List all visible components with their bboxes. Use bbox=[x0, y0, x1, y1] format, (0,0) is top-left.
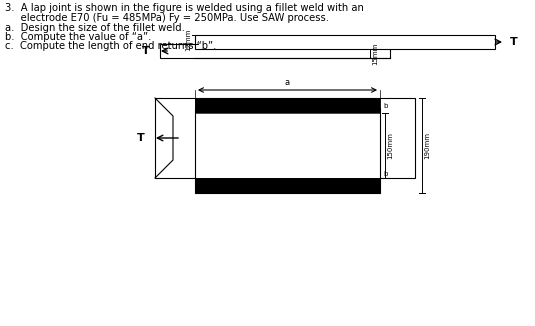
Text: 12mm: 12mm bbox=[185, 28, 191, 51]
Bar bbox=[195, 178, 380, 193]
Text: 190mm: 190mm bbox=[424, 132, 430, 159]
Text: b.  Compute the value of “a”.: b. Compute the value of “a”. bbox=[5, 32, 151, 42]
Bar bbox=[195, 35, 495, 49]
Bar bbox=[195, 98, 380, 113]
Text: T: T bbox=[510, 37, 518, 47]
Bar bbox=[195, 178, 380, 193]
Text: c.  Compute the length of end returns “b”.: c. Compute the length of end returns “b”… bbox=[5, 41, 216, 51]
Text: a: a bbox=[285, 78, 290, 87]
Bar bbox=[155, 98, 415, 178]
Text: T: T bbox=[142, 46, 150, 56]
Text: 15mm: 15mm bbox=[372, 42, 378, 65]
Text: 3.  A lap joint is shown in the figure is welded using a fillet weld with an: 3. A lap joint is shown in the figure is… bbox=[5, 3, 364, 13]
Bar bbox=[160, 44, 390, 58]
Bar bbox=[195, 98, 380, 113]
Text: b: b bbox=[383, 103, 387, 109]
Text: 150mm: 150mm bbox=[387, 132, 393, 159]
Text: electrode E70 (Fu = 485MPa) Fy = 250MPa. Use SAW process.: electrode E70 (Fu = 485MPa) Fy = 250MPa.… bbox=[5, 13, 329, 23]
Text: T: T bbox=[137, 133, 145, 143]
Text: a.  Design the size of the fillet weld.: a. Design the size of the fillet weld. bbox=[5, 23, 185, 33]
Bar bbox=[195, 108, 380, 193]
Text: b: b bbox=[383, 171, 387, 177]
